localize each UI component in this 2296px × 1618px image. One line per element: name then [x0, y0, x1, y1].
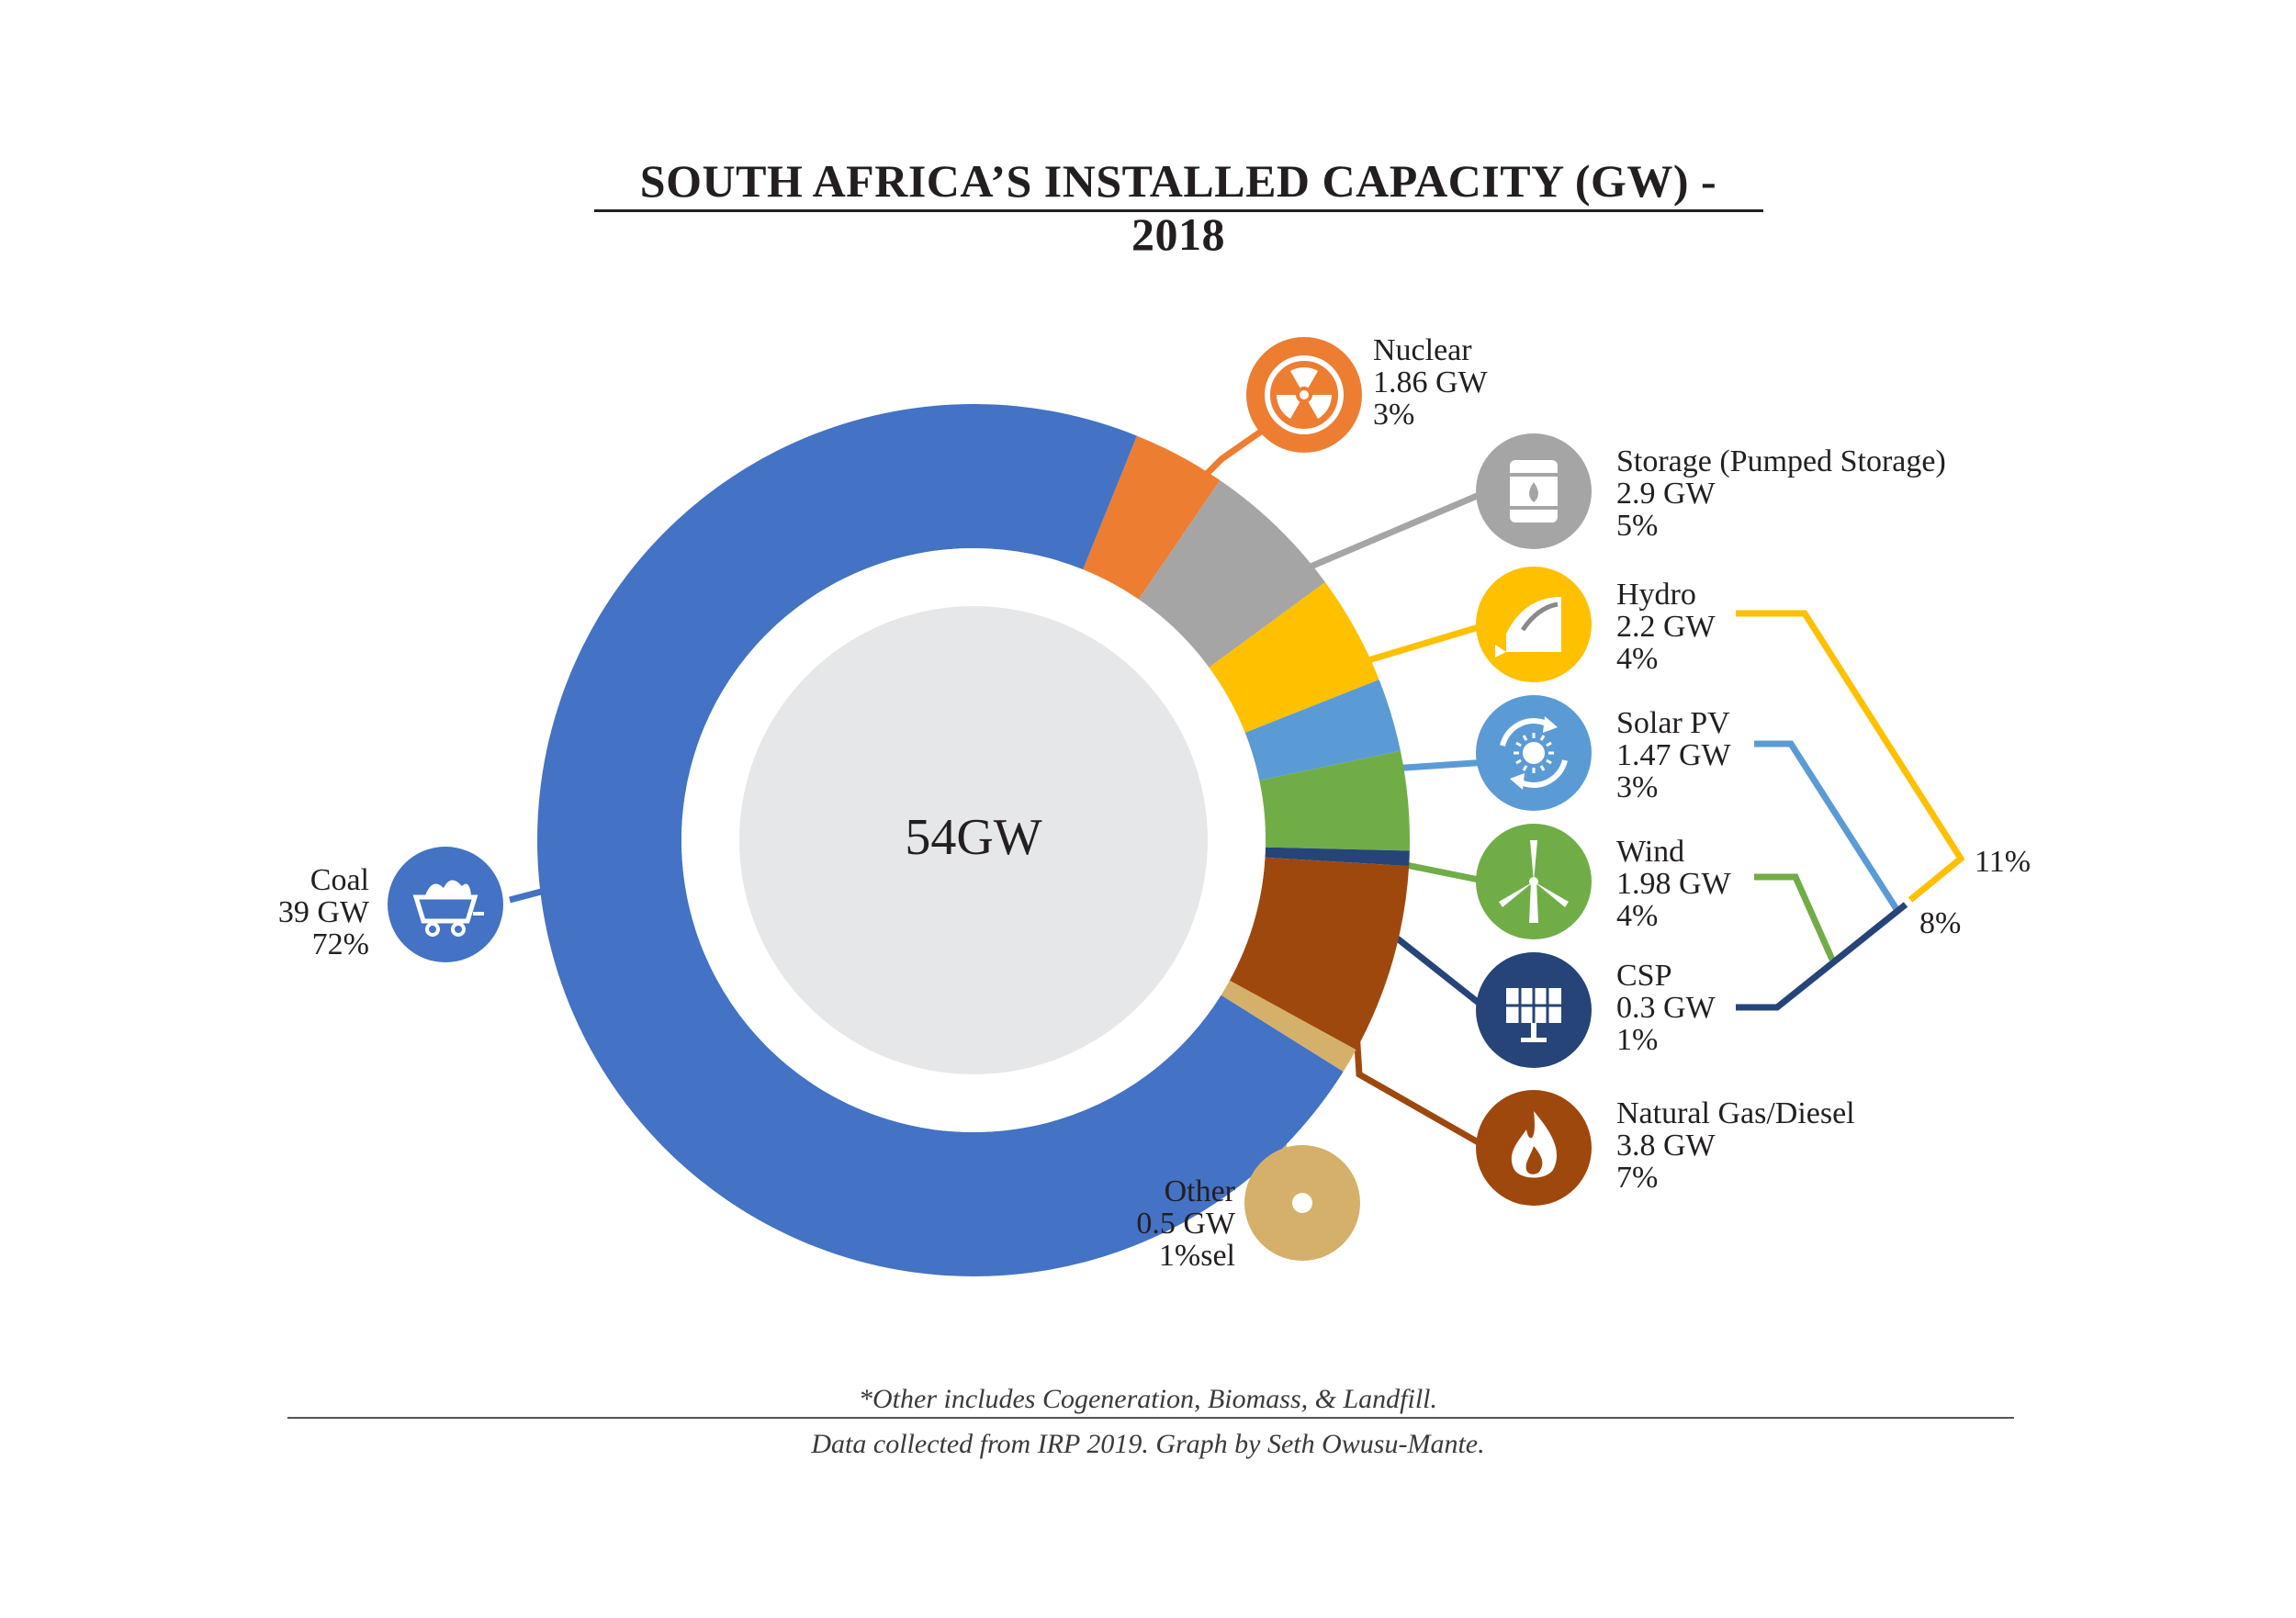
- slice-csp: [1265, 847, 1410, 867]
- flame-icon: [1476, 1090, 1592, 1206]
- slice-icons: [388, 337, 1592, 1261]
- slice-other: [1221, 980, 1356, 1073]
- hydro-value: 2.2 GW: [1616, 610, 1716, 644]
- nuclear-percent: 3%: [1373, 398, 1415, 432]
- slice-nuclear: [1083, 435, 1221, 600]
- solar-pv-percent: 3%: [1616, 770, 1659, 804]
- slice-natural-gas-diesel: [1229, 857, 1410, 1051]
- natural-gas-percent: 7%: [1616, 1161, 1659, 1195]
- slice-wind: [1259, 750, 1411, 851]
- coal-name: Coal: [310, 863, 369, 897]
- other-percent: 1%sel: [1158, 1239, 1235, 1273]
- footnote: *Other includes Cogeneration, Biomass, &…: [859, 1384, 1437, 1414]
- nuclear-value: 1.86 GW: [1373, 365, 1488, 399]
- wind-percent: 4%: [1616, 899, 1659, 933]
- wind-label: Wind 1.98 GW 4%: [1616, 836, 1731, 932]
- leader-line: [1736, 610, 1965, 903]
- storage-label: Storage (Pumped Storage) 2.9 GW 5%: [1616, 445, 1946, 542]
- title-underline: [594, 209, 1763, 212]
- center-total-label: 54GW: [905, 809, 1042, 866]
- footnote-rule: [287, 1417, 2014, 1419]
- solar-pv-value: 1.47 GW: [1616, 738, 1731, 772]
- group-8-percent-label: 8%: [1919, 906, 1962, 940]
- storage-name: Storage (Pumped Storage): [1616, 444, 1946, 478]
- solar-cycle-icon: [1476, 695, 1592, 811]
- coal-value: 39 GW: [277, 895, 369, 929]
- nuclear-name: Nuclear: [1373, 333, 1472, 367]
- storage-percent: 5%: [1616, 509, 1659, 543]
- hydro-percent: 4%: [1616, 642, 1659, 676]
- solar-pv-name: Solar PV: [1616, 706, 1730, 740]
- battery-barrel-icon: [1476, 433, 1592, 549]
- slice-solar-pv: [1244, 680, 1401, 781]
- leader-line: [1736, 902, 1908, 1011]
- storage-value: 2.9 GW: [1616, 477, 1716, 511]
- solar-pv-label: Solar PV 1.47 GW 3%: [1616, 707, 1731, 803]
- slice-hydro: [1209, 581, 1379, 733]
- coal-percent: 72%: [311, 927, 369, 961]
- natural-gas-value: 3.8 GW: [1616, 1129, 1716, 1163]
- mine-cart-icon: [388, 847, 503, 962]
- dam-icon: [1476, 567, 1592, 682]
- radiation-icon: [1246, 337, 1362, 453]
- credit-line: Data collected from IRP 2019. Graph by S…: [811, 1429, 1485, 1459]
- other-name: Other: [1164, 1174, 1235, 1208]
- nuclear-label: Nuclear 1.86 GW 3%: [1373, 334, 1488, 431]
- natural-gas-name: Natural Gas/Diesel: [1616, 1096, 1855, 1130]
- wind-turbine-icon: [1476, 824, 1592, 939]
- slice-coal: [536, 404, 1344, 1277]
- slice-storage-pumped-storage: [1138, 480, 1325, 668]
- other-value: 0.5 GW: [1136, 1207, 1235, 1241]
- group-11-percent-label: 11%: [1975, 845, 2032, 879]
- leader-line: [1754, 740, 1899, 911]
- csp-value: 0.3 GW: [1616, 991, 1716, 1025]
- dot-ring-icon: [1244, 1145, 1360, 1261]
- csp-name: CSP: [1616, 959, 1672, 993]
- chart-title: SOUTH AFRICA’S INSTALLED CAPACITY (GW) -…: [639, 155, 1717, 260]
- solar-panel-icon: [1476, 952, 1592, 1068]
- coal-label: Coal 39 GW 72%: [241, 864, 369, 961]
- csp-label: CSP 0.3 GW 1%: [1616, 960, 1716, 1056]
- leader-line: [1754, 873, 1836, 961]
- natural-gas-label: Natural Gas/Diesel 3.8 GW 7%: [1616, 1097, 1855, 1194]
- csp-percent: 1%: [1616, 1023, 1659, 1057]
- donut-ring: [536, 404, 1411, 1277]
- wind-name: Wind: [1616, 835, 1685, 869]
- wind-value: 1.98 GW: [1616, 867, 1731, 901]
- donut-center-disk: [739, 606, 1208, 1074]
- hydro-name: Hydro: [1616, 578, 1696, 612]
- other-label: Other 0.5 GW 1%sel: [1084, 1175, 1235, 1272]
- hydro-label: Hydro 2.2 GW 4%: [1616, 579, 1716, 675]
